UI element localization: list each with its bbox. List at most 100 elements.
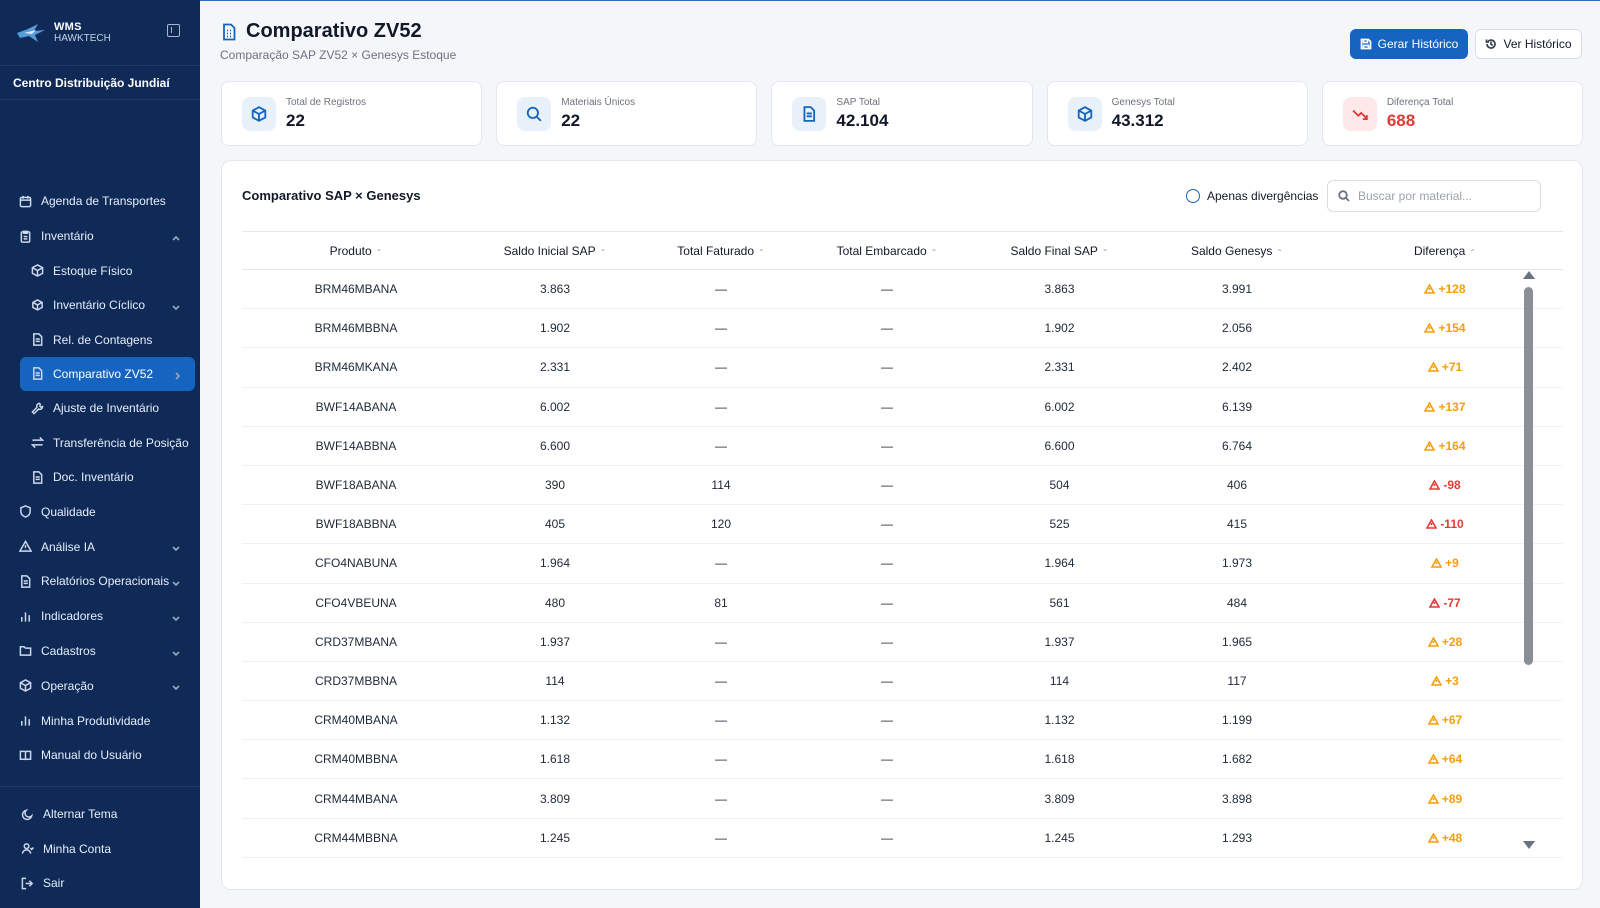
sidebar-item-doc-inventario[interactable]: Doc. Inventário bbox=[0, 460, 200, 494]
cell-saldo-inicial-sap: 6.600 bbox=[470, 426, 640, 466]
sidebar-item-label: Inventário Cíclico bbox=[53, 298, 146, 313]
table-row[interactable]: CRD37MBBNA 114— —114 117 +3 bbox=[242, 661, 1563, 702]
cell-total-faturado: — bbox=[640, 347, 802, 388]
generate-history-button[interactable]: Gerar Histórico bbox=[1350, 29, 1468, 59]
table-row[interactable]: CRM44MBANA 3.809— —3.809 3.898 +89 bbox=[242, 778, 1563, 819]
sidebar-item-minha-produtividade[interactable]: Minha Produtividade bbox=[0, 703, 200, 738]
divergences-only-toggle[interactable]: Apenas divergências bbox=[1186, 189, 1318, 203]
warning-triangle-icon bbox=[1427, 636, 1440, 647]
warning-triangle-icon bbox=[1424, 322, 1436, 334]
table-row[interactable]: CRM40MBBNA 1.618— —1.618 1.682 +64 bbox=[242, 739, 1563, 780]
table-scrollbar[interactable] bbox=[1522, 271, 1536, 851]
chevron-down-icon[interactable] bbox=[172, 611, 182, 621]
cell-saldo-final-sap: 1.245 bbox=[972, 818, 1147, 858]
sidebar-item-comparativo-zv52[interactable]: Comparativo ZV52 bbox=[20, 356, 195, 392]
sidebar-item-label: Transferência de Posição bbox=[53, 435, 189, 450]
chevron-down-icon[interactable] bbox=[172, 576, 182, 587]
sort-icon[interactable]: ⌃ bbox=[930, 247, 938, 257]
collapse-sidebar-icon[interactable] bbox=[167, 24, 180, 37]
view-history-button[interactable]: Ver Histórico bbox=[1475, 29, 1582, 59]
sidebar-nav: Agenda de Transportes Inventário Estoque F… bbox=[0, 184, 200, 773]
sidebar-item-alternar-tema[interactable]: Alternar Tema bbox=[0, 797, 200, 832]
sidebar-item-operacao[interactable]: Operação bbox=[0, 668, 200, 703]
sidebar-item-indicadores[interactable]: Indicadores bbox=[0, 599, 200, 634]
cell-saldo-final-sap: 1.132 bbox=[972, 700, 1147, 741]
chevron-right-icon[interactable] bbox=[173, 369, 183, 380]
sidebar-item-analise-ia[interactable]: Análise IA bbox=[0, 529, 200, 564]
sidebar-item-estoque-fisico[interactable]: Estoque Físico bbox=[0, 254, 200, 288]
chevron-down-icon[interactable] bbox=[172, 680, 182, 691]
table-row[interactable]: CRD37MBANA 1.937— —1.937 1.965 +28 bbox=[242, 622, 1563, 662]
scroll-up-arrow-icon[interactable] bbox=[1523, 271, 1535, 279]
column-header-diferenca[interactable]: Diferença ⌃ bbox=[1327, 231, 1563, 270]
table-row[interactable]: CFO4VBEUNA 480 81—561 484 -77 bbox=[242, 583, 1563, 623]
scroll-down-arrow-icon[interactable] bbox=[1523, 841, 1535, 849]
cell-total-embarcado: — bbox=[802, 700, 972, 741]
warning-triangle-icon bbox=[1424, 401, 1436, 412]
material-search-input[interactable] bbox=[1358, 189, 1528, 203]
column-header-saldo-final-sap[interactable]: Saldo Final SAP ⌃ bbox=[972, 231, 1147, 270]
sidebar: WMS HAWKTECH Centro Distribuição Jundiaí… bbox=[0, 0, 200, 908]
sort-icon[interactable]: ⌃ bbox=[1469, 247, 1477, 257]
material-search[interactable] bbox=[1327, 180, 1541, 212]
divergences-radio[interactable] bbox=[1186, 189, 1200, 203]
table-row[interactable]: BWF14ABANA 6.002— —6.002 6.139 +137 bbox=[242, 387, 1563, 427]
table-row[interactable]: BRM46MBANA 3.863— —3.863 3.991 +128 bbox=[242, 269, 1563, 310]
sort-icon[interactable]: ⌃ bbox=[758, 247, 765, 257]
table-row[interactable]: CRM40MBANA 1.132— —1.132 1.199 +67 bbox=[242, 700, 1563, 741]
sidebar-item-label: Minha Conta bbox=[43, 841, 112, 856]
sidebar-item-qualidade[interactable]: Qualidade bbox=[0, 494, 200, 529]
sidebar-item-inventario-ciclico[interactable]: Inventário Cíclico bbox=[0, 288, 200, 322]
sidebar-item-minha-conta[interactable]: Minha Conta bbox=[0, 832, 200, 867]
cell-produto: CRM44MBANA bbox=[242, 778, 470, 819]
stat-value: 42.104 bbox=[836, 110, 889, 130]
table-row[interactable]: BRM46MKANA 2.331— —2.331 2.402 +71 bbox=[242, 347, 1563, 388]
sidebar-item-agenda-de-transportes[interactable]: Agenda de Transportes bbox=[0, 184, 200, 219]
table-row[interactable]: BRM46MBBNA 1.902— —1.902 2.056 +154 bbox=[242, 308, 1563, 349]
scrollbar-thumb[interactable] bbox=[1524, 287, 1533, 665]
sidebar-item-ajuste-de-inventario[interactable]: Ajuste de Inventário bbox=[0, 391, 200, 425]
column-header-saldo-genesys[interactable]: Saldo Genesys ⌃ bbox=[1147, 231, 1327, 270]
cell-produto: BRM46MBANA bbox=[242, 269, 470, 310]
document-icon bbox=[18, 574, 32, 588]
table-row[interactable]: CFO4NABUNA 1.964— —1.964 1.973 +9 bbox=[242, 543, 1563, 584]
sidebar-item-rel-de-contagens[interactable]: Rel. de Contagens bbox=[0, 322, 200, 356]
table-row[interactable]: BWF18ABANA 390 114—504 406 -98 bbox=[242, 465, 1563, 506]
column-header-total-faturado[interactable]: Total Faturado ⌃ bbox=[640, 231, 802, 270]
sidebar-item-sair[interactable]: Sair bbox=[0, 866, 200, 901]
table-row[interactable]: CRM44MBBNA 1.245— —1.245 1.293 +48 bbox=[242, 818, 1563, 858]
chevron-down-icon[interactable] bbox=[172, 300, 182, 311]
cell-saldo-inicial-sap: 390 bbox=[470, 465, 640, 506]
column-header-saldo-inicial-sap[interactable]: Saldo Inicial SAP ⌃ bbox=[470, 231, 640, 270]
cell-total-embarcado: — bbox=[802, 622, 972, 662]
sidebar-item-cadastros[interactable]: Cadastros bbox=[0, 634, 200, 669]
warning-triangle-icon bbox=[1425, 518, 1438, 530]
hawk-logo-icon bbox=[17, 23, 45, 42]
column-header-total-embarcado[interactable]: Total Embarcado ⌃ bbox=[802, 231, 972, 270]
chevron-down-icon[interactable] bbox=[172, 541, 182, 552]
sort-icon[interactable]: ⌃ bbox=[375, 247, 383, 257]
table-row[interactable]: BWF14ABBNA 6.600— —6.600 6.764 +164 bbox=[242, 426, 1563, 466]
sidebar-item-manual-do-usuario[interactable]: Manual do Usuário bbox=[0, 738, 200, 773]
cell-total-embarcado: — bbox=[802, 583, 972, 623]
cell-saldo-genesys: 3.991 bbox=[1147, 269, 1327, 310]
table-row[interactable]: BWF18ABBNA 405 120—525 415 -110 bbox=[242, 504, 1563, 545]
sort-icon[interactable]: ⌃ bbox=[1101, 247, 1109, 257]
chevron-up-icon[interactable] bbox=[172, 231, 182, 241]
sidebar-item-relatorios-operacionais[interactable]: Relatórios Operacionais bbox=[0, 564, 200, 599]
difference-cell: +71 bbox=[1327, 347, 1563, 388]
column-header-produto[interactable]: Produto ⌃ bbox=[242, 231, 470, 270]
difference-cell: +64 bbox=[1327, 739, 1563, 780]
cell-total-faturado: — bbox=[640, 269, 802, 310]
trending-down-icon bbox=[1342, 96, 1377, 131]
sidebar-item-label: Agenda de Transportes bbox=[41, 194, 166, 209]
chevron-down-icon[interactable] bbox=[172, 646, 182, 656]
sidebar-item-inventario[interactable]: Inventário bbox=[0, 219, 200, 254]
cell-total-embarcado: — bbox=[802, 269, 972, 310]
cell-saldo-genesys: 3.898 bbox=[1147, 778, 1327, 819]
distribution-center[interactable]: Centro Distribuição Jundiaí bbox=[0, 66, 200, 100]
stat-value: 43.312 bbox=[1111, 110, 1164, 130]
sort-icon[interactable]: ⌃ bbox=[1276, 247, 1284, 257]
sidebar-item-transferencia-de-posicao[interactable]: Transferência de Posição bbox=[0, 426, 200, 460]
sort-icon[interactable]: ⌃ bbox=[599, 247, 607, 257]
